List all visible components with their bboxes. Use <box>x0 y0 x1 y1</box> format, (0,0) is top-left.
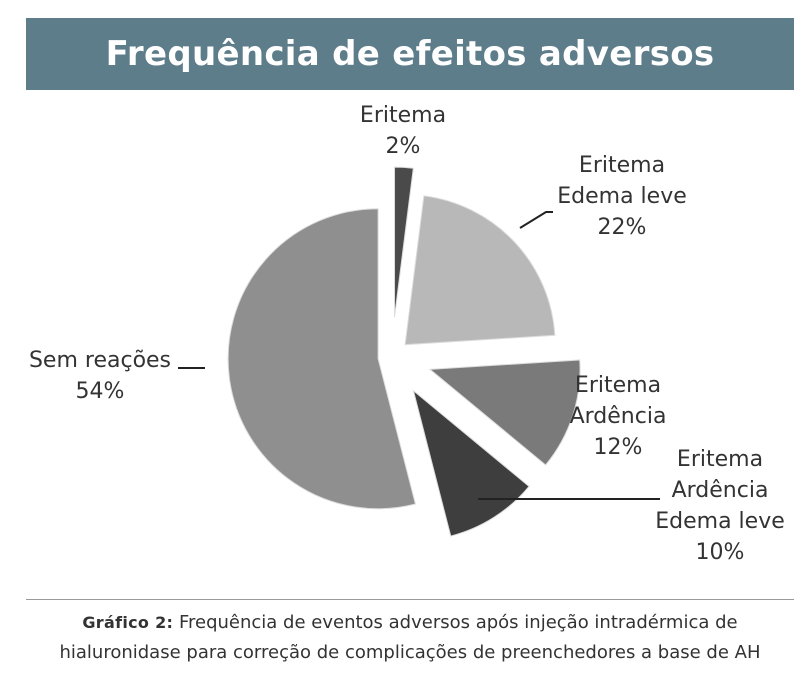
slice-label-line: 2% <box>386 134 421 159</box>
slice-label-line: Sem reações <box>29 348 171 373</box>
caption-line-1: Frequência de eventos adversos após inje… <box>178 612 738 633</box>
pie-slice-0 <box>394 166 414 318</box>
slice-label-4: Sem reações 54% <box>29 348 171 404</box>
figure-caption: Gráfico 2: Frequência de eventos adverso… <box>20 608 800 668</box>
slice-label-1: Eritema Edema leve 22% <box>557 153 687 240</box>
caption-line-2: hialuronidase para correção de complicaç… <box>59 642 761 663</box>
slice-label-line: Eritema <box>579 153 665 178</box>
slice-label-line: Edema leve <box>557 184 687 209</box>
slice-label-line: Eritema <box>360 103 446 128</box>
chart-header: Frequência de efeitos adversos <box>26 18 794 90</box>
slice-label-line: Ardência <box>672 478 769 503</box>
slice-label-2: Eritema Ardência 12% <box>570 373 667 460</box>
caption-prefix: Gráfico 2: <box>82 613 174 632</box>
pie-slice-2 <box>428 359 581 466</box>
slice-label-line: Eritema <box>575 373 661 398</box>
slice-label-line: 22% <box>598 215 647 240</box>
slice-label-line: Eritema <box>677 447 763 472</box>
slice-label-3: Eritema Ardência Edema leve 10% <box>655 447 785 565</box>
slice-label-line: 54% <box>76 379 125 404</box>
caption-divider <box>26 599 794 600</box>
leader-line-1 <box>519 211 553 229</box>
pie-slice-4 <box>227 208 417 510</box>
slice-label-line: Ardência <box>570 404 667 429</box>
slice-label-line: 12% <box>594 435 643 460</box>
slice-label-0: Eritema 2% <box>360 103 446 159</box>
pie-slice-1 <box>404 195 556 346</box>
slice-label-line: 10% <box>696 540 745 565</box>
slice-label-line: Edema leve <box>655 509 785 534</box>
chart-title: Frequência de efeitos adversos <box>105 34 715 74</box>
